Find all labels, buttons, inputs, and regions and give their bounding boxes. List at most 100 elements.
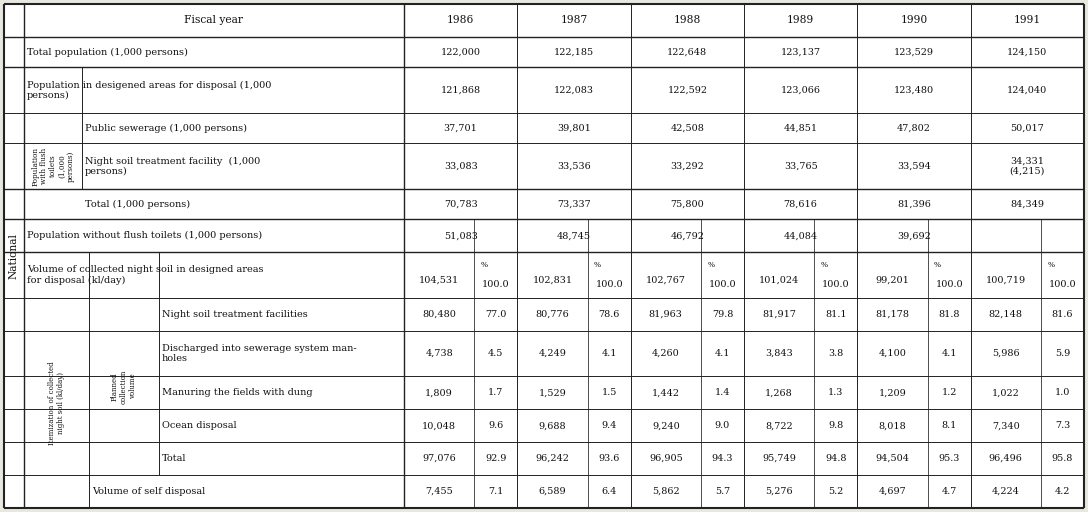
Text: 95,749: 95,749 bbox=[763, 454, 796, 463]
Text: 37,701: 37,701 bbox=[444, 123, 478, 133]
Text: 1,022: 1,022 bbox=[992, 388, 1019, 397]
Text: 123,480: 123,480 bbox=[894, 86, 935, 95]
Text: 81,917: 81,917 bbox=[762, 310, 796, 319]
Text: 5,862: 5,862 bbox=[652, 487, 680, 496]
Text: Discharged into sewerage system man-
holes: Discharged into sewerage system man- hol… bbox=[162, 344, 357, 363]
Text: 123,529: 123,529 bbox=[894, 48, 934, 57]
Text: 122,185: 122,185 bbox=[554, 48, 594, 57]
Text: 102,831: 102,831 bbox=[532, 276, 572, 285]
Text: 70,783: 70,783 bbox=[444, 200, 478, 208]
Text: 122,083: 122,083 bbox=[554, 86, 594, 95]
Text: 4,224: 4,224 bbox=[992, 487, 1019, 496]
Text: 5,276: 5,276 bbox=[765, 487, 793, 496]
Text: 75,800: 75,800 bbox=[670, 200, 704, 208]
Text: Population
with flush
toilets
(1,000
persons): Population with flush toilets (1,000 per… bbox=[32, 146, 75, 185]
Text: 100,719: 100,719 bbox=[986, 276, 1026, 285]
Text: 80,776: 80,776 bbox=[535, 310, 569, 319]
Text: 39,801: 39,801 bbox=[557, 123, 591, 133]
Text: 96,496: 96,496 bbox=[989, 454, 1023, 463]
Text: 5,986: 5,986 bbox=[992, 349, 1019, 358]
Text: 46,792: 46,792 bbox=[670, 231, 704, 240]
Text: 33,594: 33,594 bbox=[898, 162, 931, 170]
Text: 1.2: 1.2 bbox=[941, 388, 956, 397]
Text: 1.4: 1.4 bbox=[715, 388, 730, 397]
Text: 3.8: 3.8 bbox=[828, 349, 843, 358]
Text: 78,616: 78,616 bbox=[783, 200, 817, 208]
Text: 4.1: 4.1 bbox=[602, 349, 617, 358]
Text: 48,745: 48,745 bbox=[557, 231, 591, 240]
Text: %: % bbox=[1048, 261, 1054, 269]
Text: 80,480: 80,480 bbox=[422, 310, 456, 319]
Text: 81,396: 81,396 bbox=[898, 200, 931, 208]
Text: 100.0: 100.0 bbox=[823, 280, 850, 289]
Text: 9,240: 9,240 bbox=[652, 421, 680, 430]
Text: 33,292: 33,292 bbox=[670, 162, 704, 170]
Text: 78.6: 78.6 bbox=[598, 310, 620, 319]
Text: 4.1: 4.1 bbox=[941, 349, 956, 358]
Text: 84,349: 84,349 bbox=[1011, 200, 1044, 208]
Text: 4,249: 4,249 bbox=[539, 349, 567, 358]
Text: 47,802: 47,802 bbox=[898, 123, 931, 133]
Text: %: % bbox=[707, 261, 715, 269]
Text: 9,688: 9,688 bbox=[539, 421, 566, 430]
Text: Night soil treatment facility  (1,000
persons): Night soil treatment facility (1,000 per… bbox=[85, 157, 260, 176]
Text: 50,017: 50,017 bbox=[1011, 123, 1044, 133]
Text: 1987: 1987 bbox=[560, 15, 588, 26]
Text: 94,504: 94,504 bbox=[876, 454, 910, 463]
Text: Total (1,000 persons): Total (1,000 persons) bbox=[85, 200, 190, 209]
Text: 4.7: 4.7 bbox=[941, 487, 956, 496]
Text: 97,076: 97,076 bbox=[422, 454, 456, 463]
Text: 123,137: 123,137 bbox=[780, 48, 820, 57]
Text: 33,083: 33,083 bbox=[444, 162, 478, 170]
Text: 8,018: 8,018 bbox=[879, 421, 906, 430]
Text: 124,150: 124,150 bbox=[1007, 48, 1048, 57]
Text: 1988: 1988 bbox=[673, 15, 701, 26]
Text: 1,529: 1,529 bbox=[539, 388, 567, 397]
Text: 51,083: 51,083 bbox=[444, 231, 478, 240]
Text: 81.1: 81.1 bbox=[825, 310, 846, 319]
Text: 33,765: 33,765 bbox=[783, 162, 817, 170]
Text: 1,809: 1,809 bbox=[425, 388, 453, 397]
Text: Itemization of collected
night soil (kl/day): Itemization of collected night soil (kl/… bbox=[48, 361, 65, 445]
Text: 8,722: 8,722 bbox=[765, 421, 793, 430]
Text: Planned
collection
volume: Planned collection volume bbox=[111, 369, 137, 403]
Text: 1.7: 1.7 bbox=[489, 388, 504, 397]
Text: 100.0: 100.0 bbox=[482, 280, 509, 289]
Text: National: National bbox=[9, 233, 18, 279]
Text: 39,692: 39,692 bbox=[898, 231, 931, 240]
Text: 81.6: 81.6 bbox=[1052, 310, 1073, 319]
Text: 7,340: 7,340 bbox=[992, 421, 1019, 430]
Text: %: % bbox=[935, 261, 941, 269]
Text: Volume of collected night soil in designed areas
for disposal (kl/day): Volume of collected night soil in design… bbox=[27, 265, 263, 285]
Text: 1.5: 1.5 bbox=[602, 388, 617, 397]
Text: 96,242: 96,242 bbox=[535, 454, 569, 463]
Text: 92.9: 92.9 bbox=[485, 454, 507, 463]
Text: %: % bbox=[481, 261, 487, 269]
Text: 9.6: 9.6 bbox=[489, 421, 504, 430]
Text: 4,100: 4,100 bbox=[878, 349, 906, 358]
Text: Population without flush toilets (1,000 persons): Population without flush toilets (1,000 … bbox=[27, 231, 262, 240]
Text: Population in desigened areas for disposal (1,000
persons): Population in desigened areas for dispos… bbox=[27, 80, 271, 100]
Text: 5.2: 5.2 bbox=[828, 487, 843, 496]
Text: 1.3: 1.3 bbox=[828, 388, 843, 397]
Text: Volume of self disposal: Volume of self disposal bbox=[92, 487, 206, 496]
Text: 5.7: 5.7 bbox=[715, 487, 730, 496]
Text: 8.1: 8.1 bbox=[941, 421, 956, 430]
Text: 99,201: 99,201 bbox=[876, 276, 910, 285]
Text: %: % bbox=[594, 261, 602, 269]
Text: 73,337: 73,337 bbox=[557, 200, 591, 208]
Text: 10,048: 10,048 bbox=[422, 421, 456, 430]
Text: 121,868: 121,868 bbox=[441, 86, 481, 95]
Text: 9.4: 9.4 bbox=[602, 421, 617, 430]
Text: 6,589: 6,589 bbox=[539, 487, 566, 496]
Text: 122,000: 122,000 bbox=[441, 48, 481, 57]
Text: Night soil treatment facilities: Night soil treatment facilities bbox=[162, 310, 308, 319]
Text: Total: Total bbox=[162, 454, 186, 463]
Text: 1989: 1989 bbox=[787, 15, 814, 26]
Text: 95.3: 95.3 bbox=[939, 454, 960, 463]
Text: 100.0: 100.0 bbox=[595, 280, 623, 289]
Text: 33,536: 33,536 bbox=[557, 162, 591, 170]
Text: 6.4: 6.4 bbox=[602, 487, 617, 496]
Text: 122,648: 122,648 bbox=[667, 48, 707, 57]
Text: Public sewerage (1,000 persons): Public sewerage (1,000 persons) bbox=[85, 123, 247, 133]
